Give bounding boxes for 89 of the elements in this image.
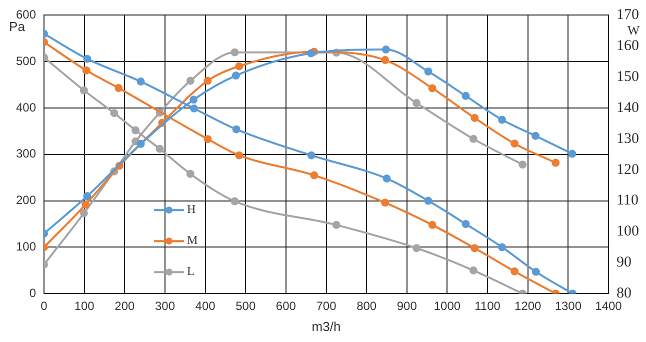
point [462,92,470,100]
point [80,86,88,94]
legend-label: L [187,264,194,278]
point [424,68,432,76]
point [462,220,470,228]
point [381,198,390,207]
point [136,78,145,86]
y2-tick-label: 140 [616,100,639,116]
point [82,66,90,74]
point [532,268,540,276]
point [412,99,421,108]
x-tick-label: 1400 [595,299,622,314]
point [332,220,340,229]
x-tick-label: 1000 [434,299,461,314]
x-tick-label: 500 [236,299,256,314]
point [428,84,436,92]
point [204,76,212,85]
x-tick-label: 1200 [514,299,542,314]
x-tick-label: 900 [396,299,418,314]
x-tick-label: 100 [74,299,95,314]
point [235,151,244,160]
point [110,109,118,118]
legend-label: M [187,233,198,248]
x-tick-label: 600 [276,299,296,314]
y2-axis-title: W [627,22,640,38]
x-tick-label: 400 [195,299,216,314]
y-tick-label: 0 [29,286,36,300]
y-tick-label: 200 [16,193,36,208]
y2-tick-label: 100 [616,224,639,240]
point [80,209,88,218]
y-tick-label: 100 [16,240,36,254]
point [532,132,540,140]
legend-label: H [187,202,196,216]
x-tick-label: 700 [316,299,337,314]
point [470,114,479,122]
point [469,134,478,143]
point [230,48,239,56]
point [382,46,390,54]
point [498,116,506,124]
y2-tick-label: 80 [616,286,632,302]
y-tick-label: 300 [16,146,36,161]
y2-tick-label: 110 [616,192,638,209]
point [114,84,123,92]
point [132,126,140,134]
point [518,160,527,169]
point [156,144,164,153]
point [82,200,90,209]
point [382,174,391,183]
point [424,196,432,205]
point [190,96,198,104]
point [307,151,316,160]
point [469,266,478,274]
point [306,49,315,58]
y2-tick-label: 160 [616,38,639,54]
x-axis-title: m3/h [312,319,341,334]
y2-tick-label: 90 [616,254,632,271]
point [232,72,240,80]
point [235,62,244,70]
point [186,76,194,85]
y-tick-label: 400 [16,100,36,114]
point [136,140,145,148]
x-tick-label: 1100 [474,299,501,314]
y2-tick-label: 170 [616,7,639,24]
point [204,135,212,144]
point [310,171,318,180]
x-tick-label: 300 [154,299,176,314]
point [568,150,576,158]
x-tick-label: 200 [114,299,135,314]
point [83,54,92,63]
x-tick-label: 800 [356,299,377,314]
y-tick-label: 500 [16,54,36,68]
x-tick-label: 0 [40,299,48,314]
y2-tick-label: 150 [616,69,639,86]
point [428,220,436,229]
point [230,197,239,206]
y2-tick-label: 120 [616,162,639,178]
point [470,244,479,252]
y2-tick-label: 130 [616,130,639,147]
point [510,267,519,276]
point [552,158,560,167]
point [381,56,390,64]
point [190,104,198,112]
point [186,170,194,178]
x-tick-label: 1300 [554,299,582,314]
point [498,243,506,252]
point [412,244,421,252]
point [510,140,519,148]
point [232,125,240,134]
point [83,192,92,200]
